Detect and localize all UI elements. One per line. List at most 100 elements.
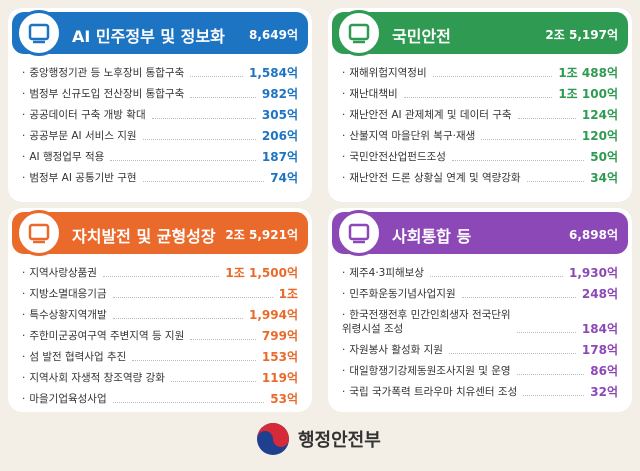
item-label: 마을기업육성사업 (22, 392, 106, 406)
item-row: 범정부 AI 공통기반 구현 74억 (22, 171, 298, 185)
item-row: 공공부문 AI 서비스 지원 206억 (22, 129, 298, 143)
panel-title: 국민안전 (392, 27, 451, 46)
leader (430, 276, 563, 277)
item-amount: 1조 (278, 287, 298, 301)
item-row: AI 행정업무 적용 187억 (22, 150, 298, 164)
item-amount: 248억 (581, 287, 618, 301)
item-label: 주한미군공여구역 주변지역 등 지원 (22, 329, 184, 343)
leader (481, 139, 576, 140)
item-amount: 34억 (590, 171, 618, 185)
item-row: 재해위험지역정비 1조 488억 (342, 66, 618, 80)
item-amount: 184억 (581, 322, 618, 336)
leader (517, 118, 576, 119)
leader (451, 160, 585, 161)
leader (142, 139, 256, 140)
leader (142, 181, 265, 182)
panel-total: 2조 5,921억 (225, 228, 298, 242)
leader (432, 76, 553, 77)
item-row: 대일항쟁기강제동원조사지원 및 운영 86억 (342, 364, 618, 378)
item-row: 지방소멸대응기금 1조 (22, 287, 298, 301)
item-row: 제주4·3피해보상 1,930억 (342, 266, 618, 280)
item-label: 재해위험지역정비 (342, 66, 426, 80)
item-label: 제주4·3피해보상 (342, 266, 424, 280)
item-row: 국립 국가폭력 트라우마 치유센터 조성 32억 (342, 385, 618, 399)
item-amount: 982억 (261, 87, 298, 101)
panel-total: 2조 5,197억 (545, 28, 618, 42)
item-label: 범정부 AI 공통기반 구현 (22, 171, 136, 185)
item-amount: 53억 (270, 392, 298, 406)
panel-title: 사회통합 등 (392, 227, 472, 246)
panel-icon (336, 10, 382, 56)
item-row: 재난안전 AI 관제체계 및 데이터 구축 124억 (342, 108, 618, 122)
panel-total: 6,898억 (569, 228, 618, 242)
leader (151, 118, 256, 119)
leader (523, 395, 585, 396)
item-amount: 1,994억 (249, 308, 298, 322)
leader (110, 160, 256, 161)
leader (112, 318, 243, 319)
item-label: 재난대책비 (342, 87, 397, 101)
item-amount: 1,584억 (249, 66, 298, 80)
item-label: 지역사랑상품권 (22, 266, 97, 280)
item-amount: 120억 (581, 129, 618, 143)
leader (448, 353, 576, 354)
item-list: 지역사랑상품권 1조 1,500억지방소멸대응기금 1조특수상황지역개발 1,994억… (22, 266, 298, 413)
item-label: 범정부 신규도입 전산장비 통합구축 (22, 87, 184, 101)
item-amount: 32억 (590, 385, 618, 399)
item-label: 자원봉사 활성화 지원 (342, 343, 443, 357)
leader (526, 181, 585, 182)
leader (516, 332, 576, 333)
item-row: 중앙행정기관 등 노후장비 통합구축 1,584억 (22, 66, 298, 80)
item-row: 재난대책비 1조 100억 (342, 87, 618, 101)
item-list: 제주4·3피해보상 1,930억민주화운동기념사업지원 248억한국전쟁전후 민간인… (342, 266, 618, 406)
panel-header: 사회통합 등 6,898억 (332, 210, 628, 256)
item-amount: 153억 (261, 350, 298, 364)
item-list: 재해위험지역정비 1조 488억재난대책비 1조 100억재난안전 AI 관제체계 … (342, 66, 618, 192)
panel-icon (16, 10, 62, 56)
leader (403, 97, 553, 98)
leader (102, 276, 220, 277)
leader (190, 76, 243, 77)
item-label: 국립 국가폭력 트라우마 치유센터 조성 (342, 385, 517, 399)
item-row: 공공데이터 구축 개방 확대 305억 (22, 108, 298, 122)
item-row: 섬 발전 협력사업 추진 153억 (22, 350, 298, 364)
item-amount: 74억 (270, 171, 298, 185)
item-label: AI 행정업무 적용 (22, 150, 104, 164)
panel: 자치발전 및 균형성장 2조 5,921억지역사랑상품권 1조 1,500억지방소멸… (8, 208, 312, 412)
item-amount: 124억 (581, 108, 618, 122)
leader (170, 381, 256, 382)
item-label: 한국전쟁전후 민간인희생자 전국단위 위령시설 조성 (342, 308, 511, 336)
item-row: 한국전쟁전후 민간인희생자 전국단위 위령시설 조성 184억 (342, 308, 618, 336)
item-amount: 1,930억 (569, 266, 618, 280)
item-row: 지역사회 자생적 창조역량 강화 119억 (22, 371, 298, 385)
item-amount: 206억 (261, 129, 298, 143)
item-row: 재난안전 드론 상황실 연계 및 역량강화 34억 (342, 171, 618, 185)
panel-icon (336, 210, 382, 256)
item-label: 민주화운동기념사업지원 (342, 287, 455, 301)
item-row: 산불지역 마을단위 복구·재생 120억 (342, 129, 618, 143)
item-amount: 119억 (261, 371, 298, 385)
item-row: 국민안전산업펀드조성 50억 (342, 150, 618, 164)
item-row: 주한미군공여구역 주변지역 등 지원 799억 (22, 329, 298, 343)
item-row: 지역사랑상품권 1조 1,500억 (22, 266, 298, 280)
item-amount: 799억 (261, 329, 298, 343)
leader (190, 97, 256, 98)
item-row: 특수상황지역개발 1,994억 (22, 308, 298, 322)
item-row: 마을기업육성사업 53억 (22, 392, 298, 406)
panel: 국민안전 2조 5,197억재해위험지역정비 1조 488억재난대책비 1조 100억… (328, 8, 632, 202)
leader (112, 297, 273, 298)
item-amount: 178억 (581, 343, 618, 357)
item-row: 범정부 신규도입 전산장비 통합구축 982억 (22, 87, 298, 101)
panel: AI 민주정부 및 정보화 8,649억중앙행정기관 등 노후장비 통합구축 1,5… (8, 8, 312, 202)
org-name: 행정안전부 (298, 430, 381, 451)
item-label: 섬 발전 협력사업 추진 (22, 350, 126, 364)
panel-title: 자치발전 및 균형성장 (72, 227, 216, 246)
leader (461, 297, 576, 298)
item-label: 재난안전 드론 상황실 연계 및 역량강화 (342, 171, 520, 185)
leader (112, 402, 265, 403)
item-label: 공공부문 AI 서비스 지원 (22, 129, 136, 143)
item-label: 지방소멸대응기금 (22, 287, 106, 301)
leader (132, 360, 256, 361)
item-label: 대일항쟁기강제동원조사지원 및 운영 (342, 364, 510, 378)
leader (516, 374, 585, 375)
